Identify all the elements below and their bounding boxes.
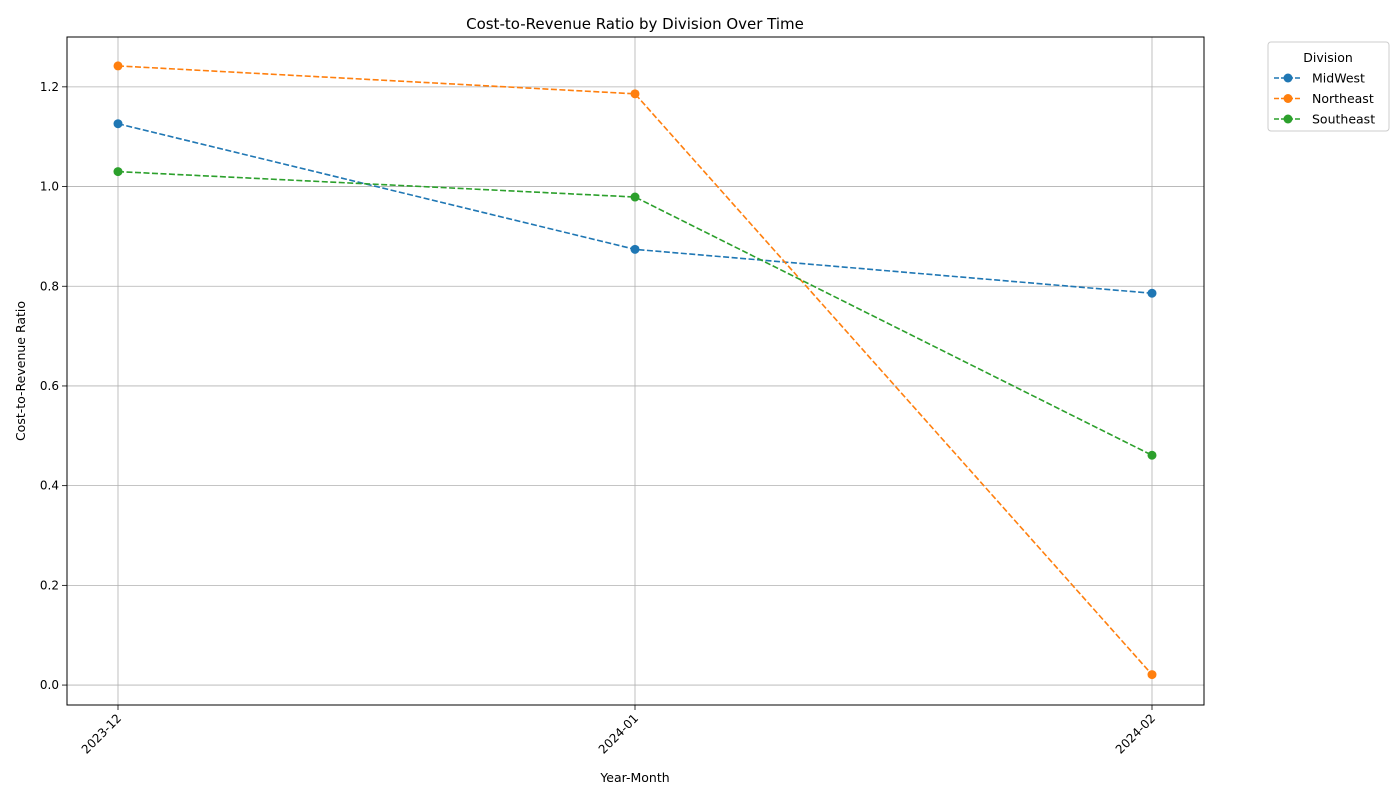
data-point-northeast <box>630 89 640 99</box>
chart-title: Cost-to-Revenue Ratio by Division Over T… <box>466 15 804 33</box>
y-tick-label: 1.0 <box>40 180 59 194</box>
y-tick-label: 0.8 <box>40 279 59 293</box>
legend-marker-southeast <box>1283 114 1293 124</box>
axis-layer: 2023-12 2024-01 2024-02 0.0 0.2 0.4 0.6 0.8 1.0 1… <box>40 80 1158 757</box>
legend-label-southeast: Southeast <box>1312 112 1375 127</box>
legend-marker-northeast <box>1283 94 1293 103</box>
series-line-northeast <box>117 65 1153 676</box>
y-tick-label: 1.2 <box>40 80 59 94</box>
y-tick-label: 0.2 <box>40 578 59 592</box>
data-point-northeast <box>1147 670 1157 680</box>
y-axis-label: Cost-to-Revenue Ratio <box>13 301 28 441</box>
data-point-southeast <box>113 167 123 177</box>
series-layer <box>113 61 1157 680</box>
y-tick-label: 0.0 <box>40 678 59 692</box>
legend-entries: MidWest Northeast Southeast <box>1274 71 1375 127</box>
legend-frame <box>1267 41 1390 132</box>
x-tick-label: 2023-12 <box>79 711 124 756</box>
series-line-southeast <box>117 170 1153 456</box>
legend-label-northeast: Northeast <box>1312 91 1374 106</box>
data-point-midwest <box>630 244 640 254</box>
grid-layer <box>67 37 1204 705</box>
data-point-midwest <box>113 119 123 129</box>
y-tick-label: 0.4 <box>40 479 59 493</box>
data-point-southeast <box>1147 450 1157 460</box>
x-axis-label: Year-Month <box>599 770 669 785</box>
data-point-southeast <box>630 192 640 202</box>
legend-marker-midwest <box>1283 73 1293 83</box>
plot-frame <box>66 36 1205 706</box>
x-tick-label: 2024-01 <box>596 711 641 756</box>
y-tick-label: 0.6 <box>40 379 59 393</box>
legend-label-midwest: MidWest <box>1312 71 1365 86</box>
legend: Division MidWest Northeast Southeast <box>1267 41 1390 132</box>
x-tick-label: 2024-02 <box>1113 711 1158 756</box>
legend-title: Division <box>1303 50 1353 65</box>
data-point-midwest <box>1147 288 1157 298</box>
data-point-northeast <box>113 61 123 71</box>
